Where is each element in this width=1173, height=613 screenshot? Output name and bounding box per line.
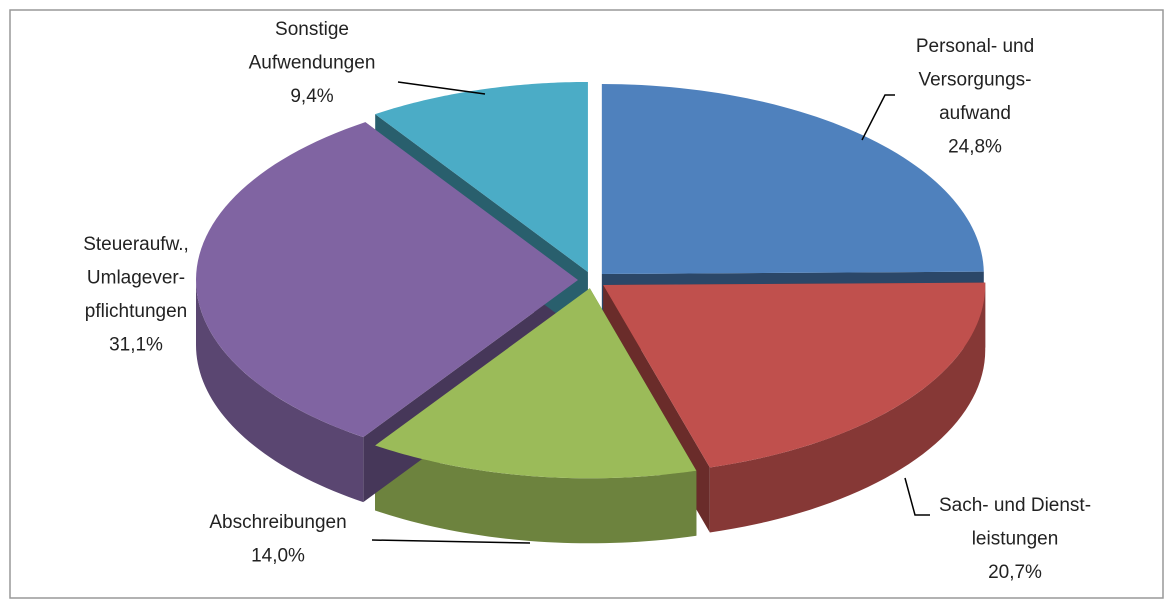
labels: Personal- und Versorgungs-aufwand 24,8% Sac…: [83, 19, 1091, 583]
slice: [196, 122, 579, 438]
category-label: Personal- und Versorgungs-aufwand: [916, 36, 1034, 124]
leader-line: [861, 94, 895, 141]
value-label: 24,8%: [948, 137, 1002, 158]
slice-wall: [709, 285, 986, 533]
pie-tops: [196, 81, 986, 479]
value-label: 9,4%: [290, 86, 333, 107]
slice-wall: [196, 279, 364, 503]
category-label: Abschreibungen: [209, 512, 346, 533]
value-label: 31,1%: [109, 335, 163, 356]
slice-wall: [375, 445, 697, 544]
leader-line: [397, 81, 486, 95]
category-label: Sonstige Aufwendungen: [249, 19, 376, 74]
category-label: Steueraufw., Umlagever-pflichtungen: [83, 234, 189, 322]
slice: [601, 84, 984, 275]
category-label: Sach- und Dienst-leistungen: [939, 495, 1091, 550]
slice: [603, 282, 986, 468]
value-label: 14,0%: [251, 546, 305, 567]
leader-line: [371, 539, 531, 544]
slice: [375, 81, 588, 272]
slice: [375, 288, 697, 479]
leader-line: [904, 477, 930, 516]
value-label: 20,7%: [988, 562, 1042, 583]
